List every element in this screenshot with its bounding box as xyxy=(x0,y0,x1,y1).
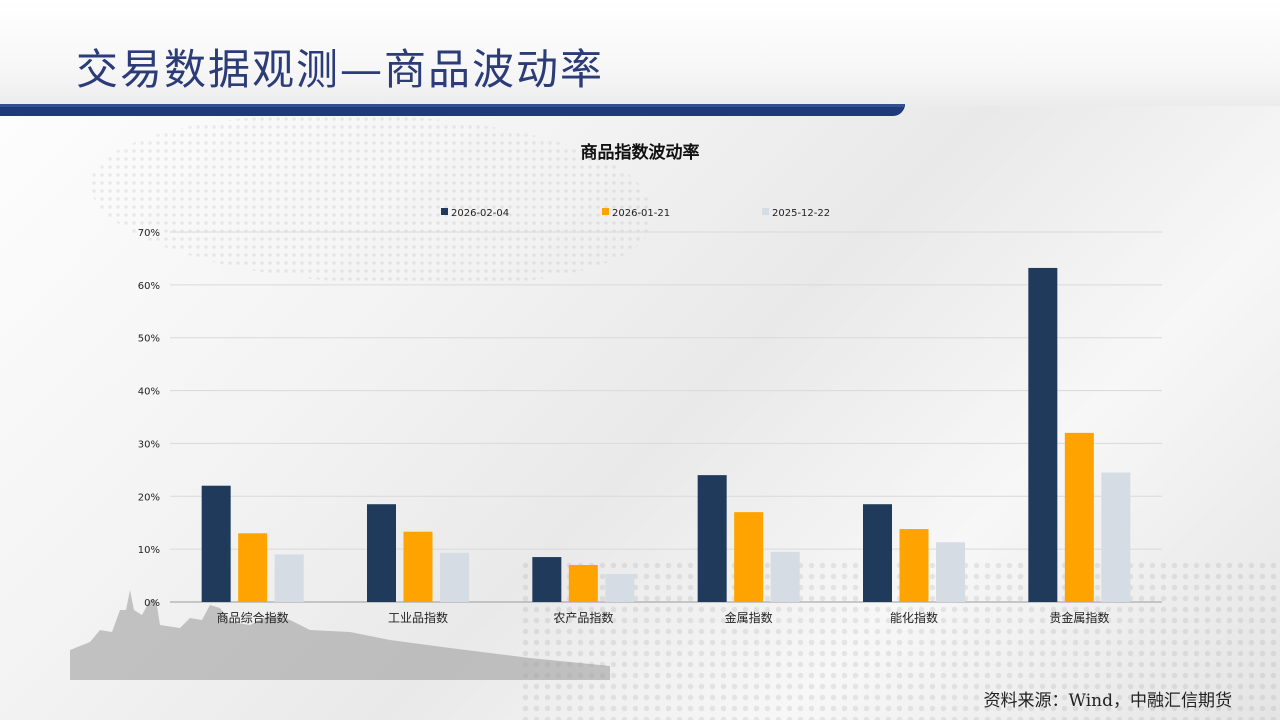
source-note: 资料来源：Wind，中融汇信期货 xyxy=(983,691,1232,711)
legend-label: 2025-12-22 xyxy=(772,208,830,219)
page-title: 交易数据观测—商品波动率 xyxy=(76,45,605,94)
header-band xyxy=(0,0,1280,106)
bar-2-2 xyxy=(403,531,433,602)
bar-1-1 xyxy=(201,485,231,602)
y-tick-label: 20% xyxy=(138,492,160,503)
skyline-decoration xyxy=(70,590,610,680)
bar-2-1 xyxy=(238,533,268,602)
y-tick-label: 10% xyxy=(138,545,160,556)
x-tick-label: 贵金属指数 xyxy=(1049,610,1109,625)
bar-1-2 xyxy=(367,504,396,602)
legend-label: 2026-01-21 xyxy=(612,208,670,219)
y-tick-label: 70% xyxy=(138,228,160,239)
y-tick-label: 60% xyxy=(138,281,160,292)
legend-label: 2026-02-04 xyxy=(451,208,509,219)
bar-1-6 xyxy=(1028,267,1058,602)
bar-1-4 xyxy=(697,475,727,602)
bar-2-4 xyxy=(734,512,764,602)
x-tick-label: 能化指数 xyxy=(890,610,938,625)
bar-1-3 xyxy=(532,557,562,602)
y-axis: 0% 10% 20% 30% 40% 50% 60% 70% xyxy=(138,228,160,609)
bar-2-3 xyxy=(568,565,598,602)
bar-1-5 xyxy=(863,504,892,602)
legend-swatch xyxy=(602,208,609,215)
bar-3-2 xyxy=(440,552,469,602)
title-underline-highlight xyxy=(0,104,905,107)
legend-swatch xyxy=(441,208,448,215)
bar-3-5 xyxy=(936,542,965,602)
bar-3-6 xyxy=(1101,472,1131,602)
bar-2-6 xyxy=(1064,432,1094,602)
title-underline xyxy=(0,104,905,116)
y-tick-label: 30% xyxy=(138,439,160,450)
chart-title: 商品指数波动率 xyxy=(581,142,700,163)
gridlines xyxy=(170,231,1162,603)
y-tick-label: 40% xyxy=(138,387,160,398)
legend-swatch xyxy=(762,208,769,215)
x-axis: 商品综合指数 工业品指数 农产品指数 金属指数 能化指数 贵金属指数 xyxy=(217,610,1110,625)
bars xyxy=(201,267,1131,602)
y-tick-label: 50% xyxy=(138,334,160,345)
bar-2-5 xyxy=(899,529,929,602)
bar-3-3 xyxy=(605,573,635,602)
bar-3-1 xyxy=(274,554,304,602)
y-tick-label: 0% xyxy=(144,598,160,609)
x-tick-label: 金属指数 xyxy=(725,610,773,625)
legend: 2026-02-04 2026-01-21 2025-12-22 xyxy=(441,208,830,219)
x-tick-label: 商品综合指数 xyxy=(217,610,289,625)
bar-3-4 xyxy=(770,551,800,602)
x-tick-label: 工业品指数 xyxy=(388,610,448,625)
x-tick-label: 农产品指数 xyxy=(553,610,613,625)
